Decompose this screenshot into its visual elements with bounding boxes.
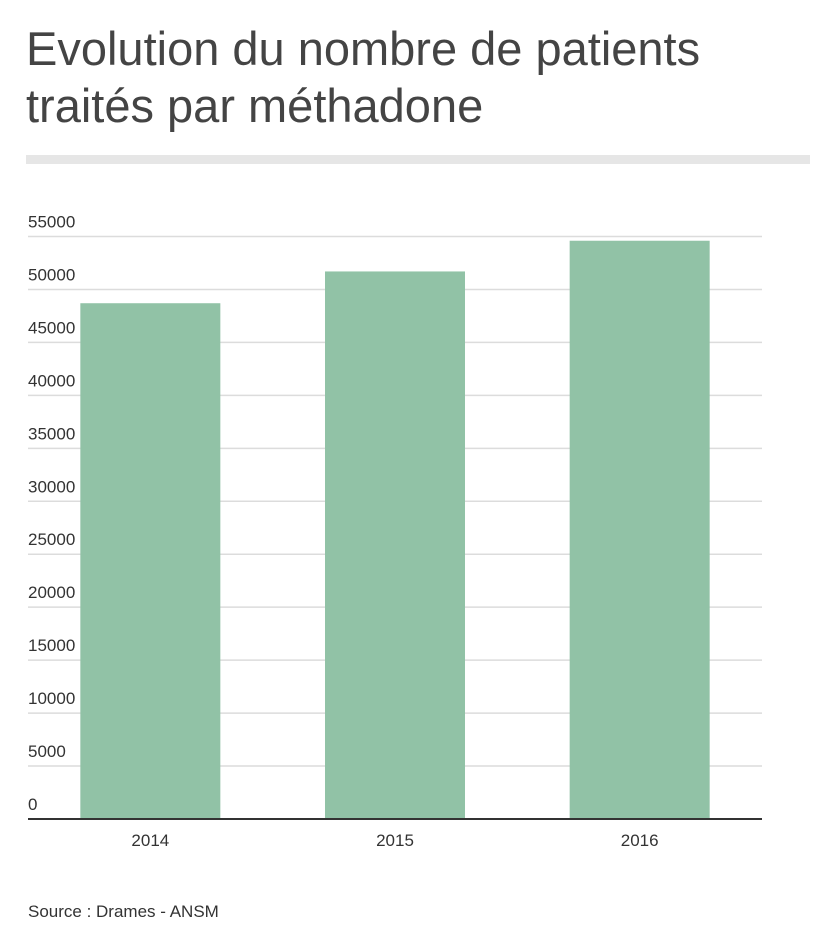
x-tick-label: 2015 [376, 831, 414, 850]
y-tick-label: 45000 [28, 318, 75, 337]
y-tick-label: 20000 [28, 583, 75, 602]
x-tick-label: 2014 [131, 831, 169, 850]
y-tick-label: 10000 [28, 689, 75, 708]
y-tick-label: 25000 [28, 530, 75, 549]
y-tick-label: 0 [28, 795, 37, 814]
source-note: Source : Drames - ANSM [28, 902, 219, 921]
x-tick-label: 2016 [621, 831, 659, 850]
chart-title: Evolution du nombre de patients traités … [26, 22, 701, 132]
bar-2015 [325, 271, 465, 819]
y-tick-label: 30000 [28, 477, 75, 496]
bar-chart: 0 5000 10000 15000 20000 25000 30000 35000 40000… [28, 213, 762, 850]
bar-2016 [569, 240, 710, 820]
y-tick-label: 35000 [28, 424, 75, 443]
y-tick-label: 40000 [28, 371, 75, 390]
bar-2014 [80, 303, 221, 819]
y-tick-label: 5000 [28, 742, 66, 761]
y-tick-label: 15000 [28, 636, 75, 655]
title-divider [26, 155, 810, 164]
y-tick-label: 55000 [28, 213, 75, 232]
y-tick-label: 50000 [28, 265, 75, 284]
